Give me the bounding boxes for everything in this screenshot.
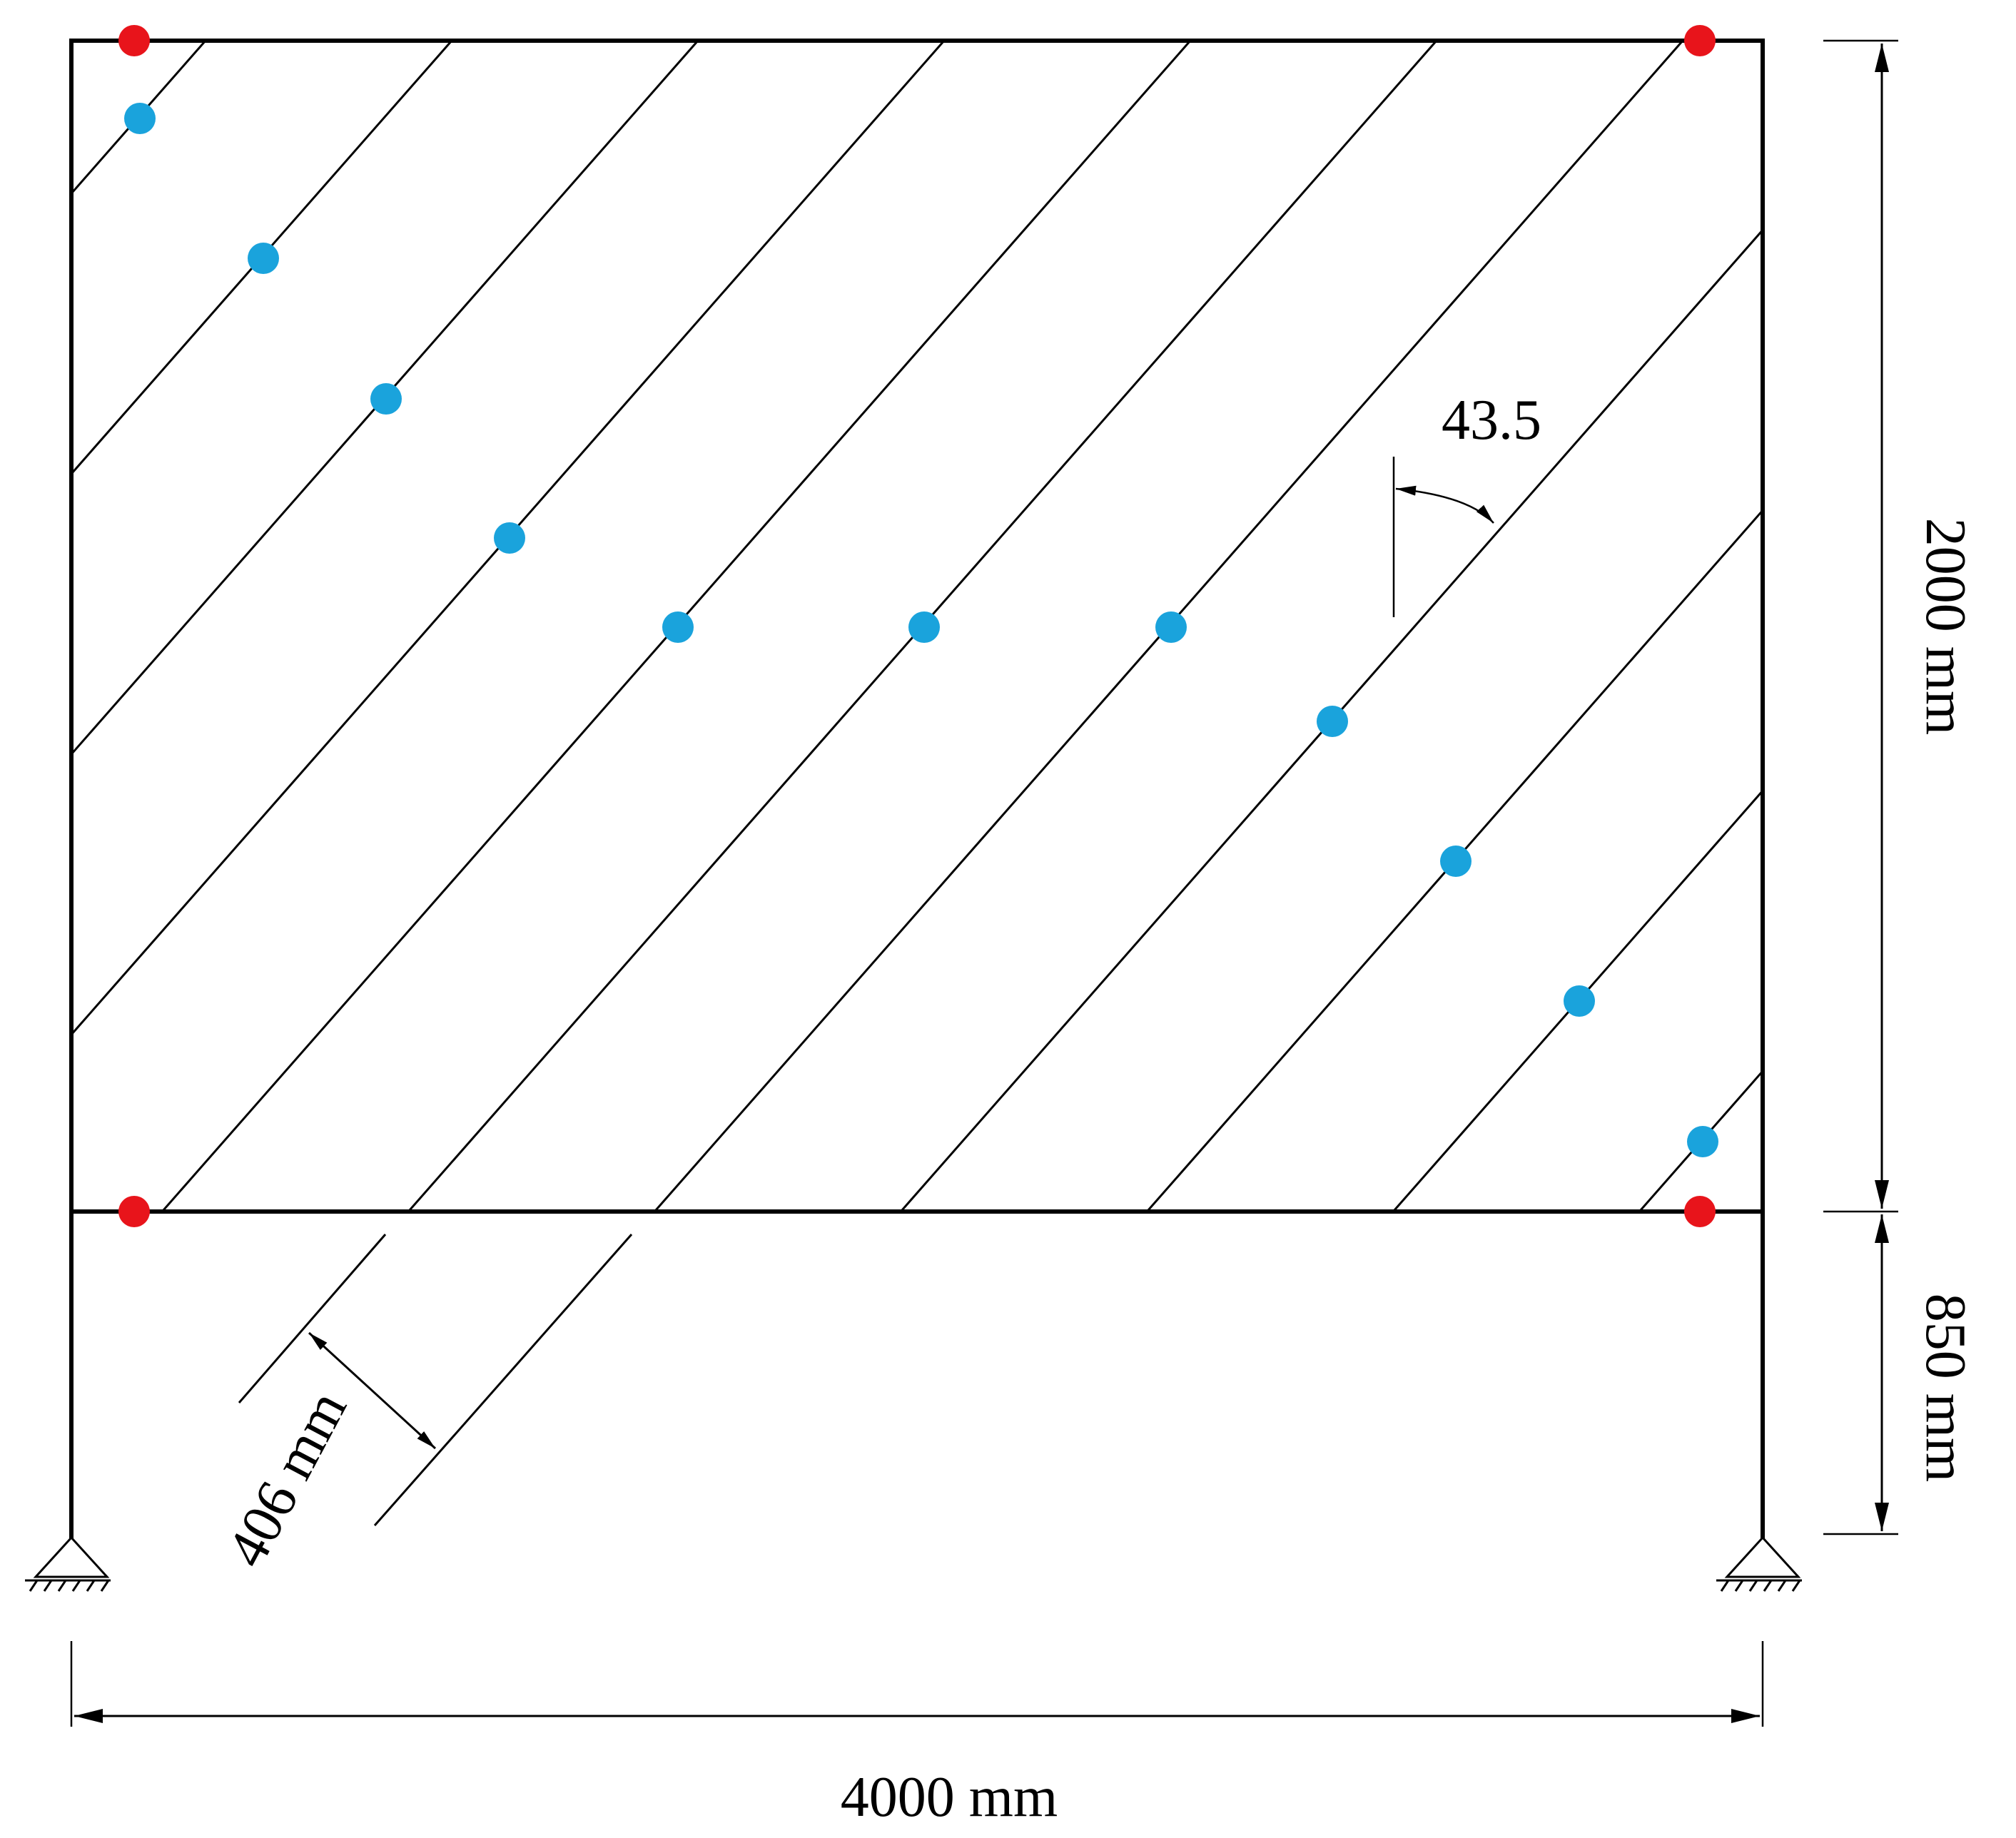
sensor-marker	[494, 522, 525, 554]
sensor-marker	[1155, 611, 1187, 643]
diagonal-strut-pattern	[74, 42, 1761, 1210]
sensor-marker	[1564, 985, 1595, 1017]
sensor-marker	[248, 243, 279, 274]
right-ground-hatch-icon	[1720, 1580, 1801, 1592]
spacing-reference-lines	[238, 1234, 633, 1526]
diagonal-strut-line	[74, 42, 945, 1034]
spacing-line-right	[373, 1234, 633, 1526]
sensor-markers	[124, 103, 1718, 1157]
diagonal-strut-line	[1393, 791, 1761, 1210]
sensor-marker	[1687, 1126, 1718, 1157]
diagonal-strut-line	[1147, 510, 1761, 1210]
left-pin-support-icon	[33, 1535, 110, 1578]
spacing-dimension-label: 406 mm	[215, 1381, 359, 1577]
top-height-label: 2000 mm	[1914, 518, 1977, 735]
diagonal-strut-line	[74, 42, 452, 473]
diagonal-strut-line	[74, 42, 699, 753]
spacing-dimension-arrow	[308, 1331, 437, 1450]
angle-arc	[1395, 485, 1494, 524]
bottom-height-label: 850 mm	[1914, 1294, 1977, 1482]
sensor-marker	[124, 103, 156, 134]
width-dimension-label: 4000 mm	[841, 1766, 1058, 1829]
sensor-marker	[662, 611, 694, 643]
height-dimensions: 2000 mm 850 mm	[1823, 39, 1977, 1535]
right-pin-support-icon	[1724, 1535, 1801, 1578]
corner-marker	[118, 25, 150, 56]
sensor-marker	[908, 611, 940, 643]
corner-marker	[1684, 25, 1716, 56]
corner-marker	[118, 1196, 150, 1227]
corner-marker	[1684, 1196, 1716, 1227]
angle-label: 43.5	[1442, 389, 1541, 452]
sensor-marker	[370, 383, 402, 415]
angle-annotation: 43.5	[1392, 389, 1541, 617]
frame	[69, 39, 1765, 1540]
spacing-dimension: 406 mm	[215, 1331, 437, 1577]
sensor-marker	[1440, 846, 1472, 877]
sensor-marker	[1317, 706, 1348, 737]
spacing-line-left	[238, 1234, 387, 1403]
corner-markers	[118, 25, 1716, 1227]
right-support	[1716, 1535, 1802, 1592]
left-ground-hatch-icon	[29, 1580, 110, 1592]
diagonal-strut-line	[901, 230, 1761, 1210]
left-support	[25, 1535, 111, 1592]
diagonal-strut-line	[74, 42, 206, 193]
width-dimension: 4000 mm	[70, 1641, 1764, 1829]
